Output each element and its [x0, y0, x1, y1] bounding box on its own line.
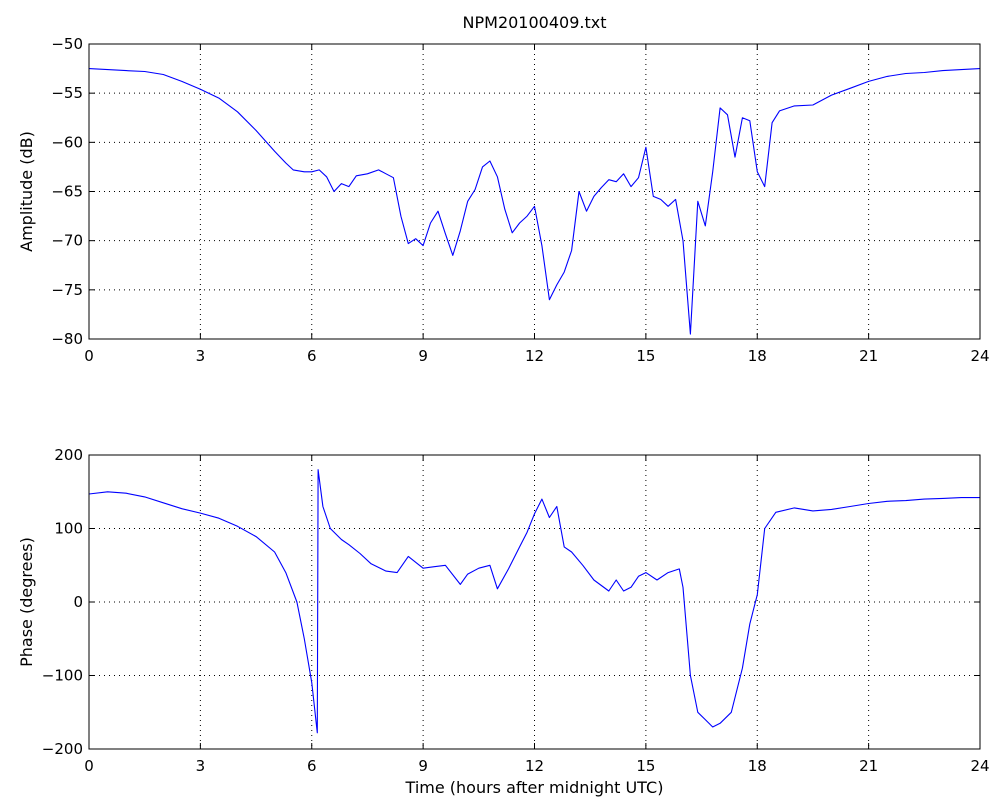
x-tick-label: 3: [196, 347, 206, 365]
axes-frame: [88, 43, 981, 340]
y-tick-label: 200: [54, 446, 83, 464]
y-tick-label: 0: [73, 593, 83, 611]
x-tick-label: 0: [84, 347, 94, 365]
chart-title: NPM20100409.txt: [463, 13, 607, 32]
x-tick-label: 24: [970, 347, 989, 365]
axes-frame: [88, 454, 981, 750]
y-tick-label: −65: [51, 183, 83, 201]
x-tick-label: 6: [307, 347, 317, 365]
y-tick-label: −55: [51, 84, 83, 102]
y-tick-label: −60: [51, 133, 83, 151]
x-tick-label: 21: [859, 757, 878, 775]
amplitude-plot: 0 3 6 9 12 15 18 21 24 −50 −55 −60 −65 −70 −75 −80 Ampli…: [17, 35, 990, 365]
x-tick-label: 15: [636, 757, 655, 775]
phase-plot: 0 3 6 9 12 15 18 21 24 200 100 0 −100 −200 Phase (degr…: [17, 446, 990, 797]
x-tick-label: 0: [84, 757, 94, 775]
x-tick-label: 12: [525, 347, 544, 365]
x-tick-label: 18: [748, 757, 767, 775]
y-tick-label: −75: [51, 281, 83, 299]
y-tick-label: −50: [51, 35, 83, 53]
x-tick-label: 15: [636, 347, 655, 365]
x-tick-label: 18: [748, 347, 767, 365]
x-tick-label: 9: [418, 347, 428, 365]
y-tick-label: 100: [54, 520, 83, 538]
data-series-line: [88, 469, 980, 734]
x-tick-label: 24: [970, 757, 989, 775]
x-tick-label: 21: [859, 347, 878, 365]
y-tick-label: −80: [51, 330, 83, 348]
x-tick-label: 12: [525, 757, 544, 775]
data-series-line: [88, 68, 981, 335]
y-tick-label: −200: [42, 740, 83, 758]
y-tick-label: −70: [51, 232, 83, 250]
y-axis-label: Amplitude (dB): [17, 131, 36, 252]
x-tick-label: 9: [418, 757, 428, 775]
x-tick-label: 3: [196, 757, 206, 775]
x-tick-label: 6: [307, 757, 317, 775]
y-tick-label: −100: [42, 667, 83, 685]
x-axis-label: Time (hours after midnight UTC): [405, 778, 664, 797]
y-axis-label: Phase (degrees): [17, 537, 36, 667]
